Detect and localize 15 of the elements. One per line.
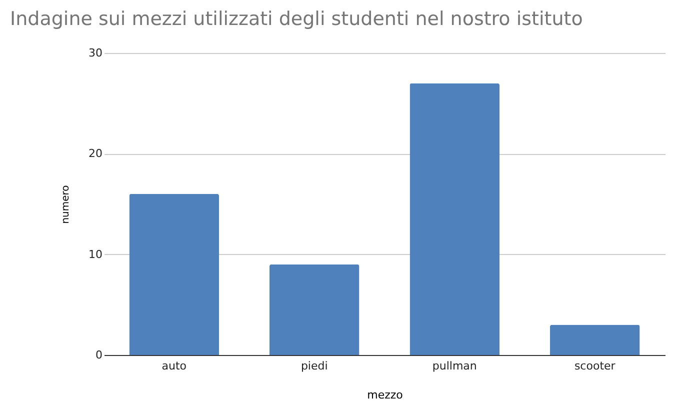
bar: [550, 324, 640, 355]
x-tick-label: piedi: [300, 360, 328, 372]
x-tick-label: auto: [162, 360, 187, 372]
bar: [269, 264, 360, 355]
x-axis-title: mezzo: [367, 388, 404, 402]
y-tick-label: 20: [88, 147, 102, 160]
x-tick-label: pullman: [432, 360, 477, 372]
bar: [410, 83, 500, 355]
chart-title: Indagine sui mezzi utilizzati degli studenti nel nostro istituto: [10, 8, 583, 30]
y-tick-label: 10: [88, 248, 102, 261]
y-axis-title: numero: [60, 185, 72, 224]
y-tick-label: 0: [96, 348, 102, 362]
bar: [129, 194, 220, 355]
x-tick-label: scooter: [574, 360, 616, 372]
y-tick-label: 30: [88, 46, 102, 60]
